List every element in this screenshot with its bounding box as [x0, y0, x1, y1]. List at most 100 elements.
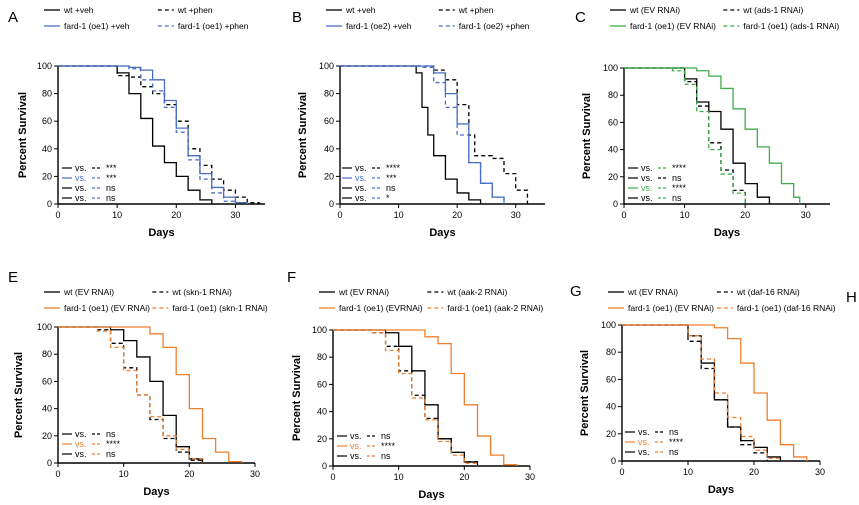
stat-significance-f-0: ns [381, 431, 391, 441]
x-tick-label-f-30: 30 [525, 472, 535, 482]
y-tick-label-g-40: 40 [606, 402, 616, 412]
stat-vs-b-3: vs. [355, 193, 367, 203]
panel-letter-h: H [846, 289, 857, 306]
stat-significance-g-2: ns [669, 447, 679, 457]
y-tick-label-e-60: 60 [42, 376, 52, 386]
series-line-c-0 [624, 67, 771, 204]
x-axis-label-f: Days [418, 489, 444, 500]
x-tick-label-f-20: 20 [459, 472, 469, 482]
stat-significance-a-0: *** [106, 163, 117, 173]
y-tick-label-b-40: 40 [324, 144, 334, 154]
stat-significance-c-2: **** [672, 183, 687, 193]
stat-vs-c-2: vs. [641, 183, 653, 193]
series-line-f-0 [333, 329, 479, 466]
stat-significance-c-0: **** [672, 163, 687, 173]
y-tick-label-e-40: 40 [42, 404, 52, 414]
x-tick-label-g-30: 30 [815, 467, 825, 477]
y-tick-label-g-80: 80 [606, 347, 616, 357]
stat-vs-b-2: vs. [355, 183, 367, 193]
stat-vs-b-1: vs. [355, 173, 367, 183]
y-tick-label-c-100: 100 [603, 63, 618, 73]
stat-vs-g-0: vs. [638, 427, 650, 437]
x-tick-label-b-20: 20 [452, 210, 462, 220]
legend-label-a-3: fard-1 (oe1) +phen [178, 21, 249, 31]
stat-vs-a-3: vs. [75, 193, 87, 203]
y-axis-label-a: Percent Survival [17, 92, 29, 178]
series-line-g-3 [622, 324, 782, 461]
stat-vs-g-2: vs. [638, 447, 650, 457]
series-line-b-0 [340, 65, 482, 204]
y-tick-label-b-80: 80 [324, 89, 334, 99]
legend-label-f-1: wt (aak-2 RNAi) [446, 287, 507, 297]
panel-letter-a: A [8, 9, 18, 26]
stat-significance-g-0: ns [669, 427, 679, 437]
x-tick-label-e-30: 30 [250, 469, 260, 479]
stat-significance-g-1: **** [669, 437, 684, 447]
x-tick-label-c-0: 0 [621, 210, 626, 220]
stat-significance-f-2: ns [381, 451, 391, 461]
stat-significance-b-3: * [386, 193, 390, 203]
stat-significance-e-0: ns [106, 429, 116, 439]
stat-vs-c-1: vs. [641, 173, 653, 183]
x-tick-label-g-20: 20 [749, 467, 759, 477]
series-line-e-2 [58, 326, 243, 463]
x-tick-label-a-20: 20 [171, 210, 181, 220]
legend-label-b-0: wt +veh [345, 5, 376, 15]
y-tick-label-c-0: 0 [613, 199, 618, 209]
legend-label-b-3: fard-1 (oe2) +phen [459, 21, 530, 31]
x-tick-label-e-0: 0 [55, 469, 60, 479]
x-tick-label-g-10: 10 [683, 467, 693, 477]
legend-label-c-0: wt (EV RNAi) [629, 5, 680, 15]
stat-vs-a-2: vs. [75, 183, 87, 193]
y-tick-label-f-80: 80 [317, 352, 327, 362]
y-tick-label-a-40: 40 [42, 144, 52, 154]
y-tick-label-e-100: 100 [37, 322, 52, 332]
stat-vs-g-1: vs. [638, 437, 650, 447]
panel-letter-f: F [287, 269, 296, 286]
y-tick-label-g-0: 0 [611, 456, 616, 466]
series-line-f-2 [333, 329, 518, 466]
y-tick-label-f-40: 40 [317, 407, 327, 417]
stat-significance-b-1: *** [386, 173, 397, 183]
y-tick-label-b-0: 0 [329, 199, 334, 209]
legend-label-e-1: wt (skn-1 RNAi) [171, 287, 232, 297]
y-tick-label-f-20: 20 [317, 434, 327, 444]
x-axis-label-g: Days [708, 484, 734, 496]
stat-significance-c-1: ns [672, 173, 682, 183]
y-tick-label-a-0: 0 [47, 199, 52, 209]
x-tick-label-c-30: 30 [801, 210, 811, 220]
x-axis-label-b: Days [429, 227, 455, 239]
y-tick-label-a-100: 100 [37, 61, 52, 71]
y-axis-label-f: Percent Survival [291, 355, 303, 441]
x-tick-label-g-0: 0 [619, 467, 624, 477]
x-axis-label-e: Days [143, 486, 169, 498]
x-tick-label-e-10: 10 [119, 469, 129, 479]
series-line-a-3 [58, 65, 237, 204]
series-line-g-0 [622, 324, 782, 461]
stat-vs-e-2: vs. [75, 449, 87, 459]
y-tick-label-g-60: 60 [606, 374, 616, 384]
stat-vs-c-3: vs. [641, 193, 653, 203]
y-tick-label-c-60: 60 [608, 117, 618, 127]
x-tick-label-f-0: 0 [330, 472, 335, 482]
y-tick-label-b-20: 20 [324, 171, 334, 181]
x-axis-label-c: Days [714, 227, 740, 239]
series-line-c-3 [624, 67, 746, 204]
stat-significance-e-1: **** [106, 439, 121, 449]
y-tick-label-a-60: 60 [42, 116, 52, 126]
y-tick-label-e-0: 0 [47, 458, 52, 468]
stat-vs-f-0: vs. [350, 431, 362, 441]
legend-label-c-1: wt (ads-1 RNAi) [742, 5, 803, 15]
stat-vs-e-0: vs. [75, 429, 87, 439]
legend-label-e-2: fard-1 (oe1) (EV RNAi) [64, 303, 150, 313]
series-line-e-3 [58, 326, 204, 463]
y-axis-label-c: Percent Survival [581, 93, 593, 179]
x-tick-label-e-20: 20 [184, 469, 194, 479]
y-tick-label-g-20: 20 [606, 429, 616, 439]
stat-vs-f-1: vs. [350, 441, 362, 451]
stat-significance-a-3: ns [106, 193, 116, 203]
series-line-a-2 [58, 65, 248, 204]
legend-label-f-3: fard-1 (oe1) (aak-2 RNAi) [447, 303, 543, 313]
x-tick-label-a-0: 0 [55, 210, 60, 220]
stat-vs-f-2: vs. [350, 451, 362, 461]
